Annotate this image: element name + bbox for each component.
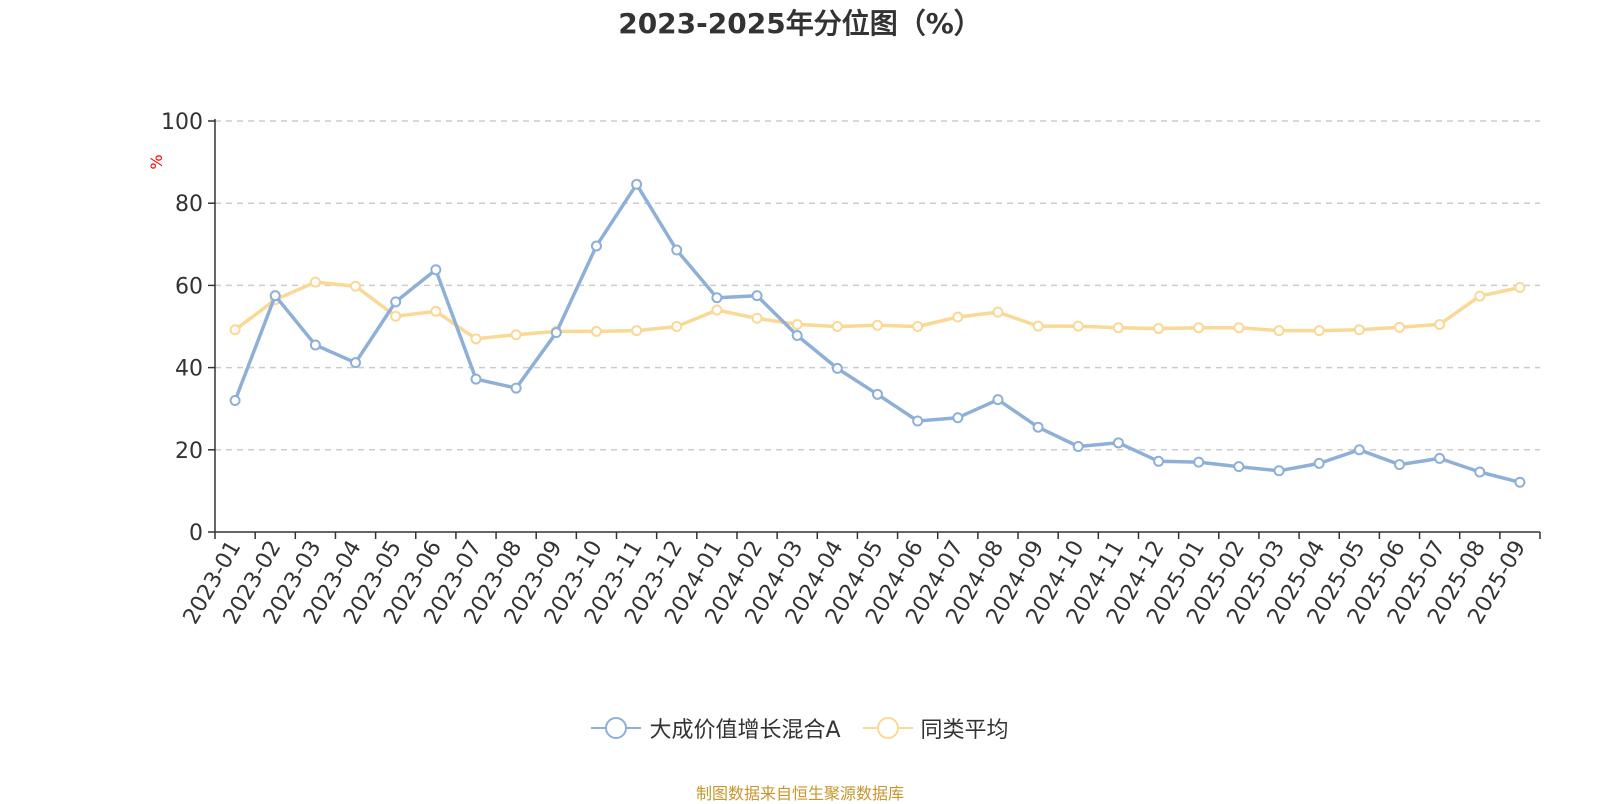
grid-lines [215, 120, 1540, 451]
data-point-series-1 [671, 244, 683, 256]
data-point-series-1 [470, 373, 482, 385]
y-tick-label: 100 [161, 110, 203, 135]
data-point-series-2 [1514, 281, 1526, 293]
data-point-series-1 [1353, 444, 1365, 456]
y-tick-label: 60 [175, 274, 203, 299]
data-point-series-2 [1474, 290, 1486, 302]
y-tick-label: 0 [189, 521, 203, 546]
data-point-series-2 [952, 311, 964, 323]
data-point-series-2 [751, 312, 763, 324]
data-point-series-1 [791, 330, 803, 342]
data-point-series-1 [831, 362, 843, 374]
y-axis-label: % [147, 154, 166, 169]
series-lines [229, 178, 1526, 488]
data-point-series-2 [1072, 320, 1084, 332]
y-tick-label: 40 [175, 357, 203, 382]
data-point-series-1 [1112, 437, 1124, 449]
data-point-series-1 [1313, 457, 1325, 469]
data-point-series-2 [390, 310, 402, 322]
data-point-series-1 [912, 415, 924, 427]
data-point-series-2 [912, 321, 924, 332]
data-point-series-2 [992, 306, 1004, 318]
data-point-series-2 [671, 321, 683, 332]
data-point-series-2 [1153, 323, 1165, 335]
data-point-series-2 [1353, 324, 1365, 336]
data-point-series-1 [1273, 465, 1285, 477]
data-point-series-1 [1514, 476, 1526, 488]
data-point-series-2 [631, 325, 643, 337]
data-point-series-1 [1233, 461, 1245, 473]
data-point-series-2 [1032, 320, 1044, 332]
series-2 [229, 276, 1526, 345]
data-point-series-1 [992, 394, 1004, 406]
data-point-series-1 [1072, 441, 1084, 453]
data-point-series-2 [711, 304, 723, 316]
legend-marker-series-1 [591, 717, 642, 739]
data-point-series-1 [350, 357, 362, 369]
data-point-series-1 [1434, 452, 1446, 464]
data-point-series-2 [1193, 322, 1205, 334]
data-point-series-1 [1474, 466, 1486, 478]
data-point-series-2 [430, 305, 442, 317]
legend-item-series-1[interactable]: 大成价值增长混合A [591, 712, 841, 744]
legend-label-series-2: 同类平均 [920, 718, 1009, 743]
legend-item-series-2[interactable]: 同类平均 [862, 712, 1009, 744]
data-point-series-2 [309, 276, 321, 288]
data-point-series-2 [1112, 322, 1124, 334]
data-point-series-2 [350, 280, 362, 292]
chart-title: 2023-2025年分位图（%） [618, 7, 982, 40]
data-point-series-2 [470, 333, 482, 345]
data-point-series-1 [590, 240, 602, 252]
legend-marker-series-2 [862, 717, 913, 739]
data-point-series-2 [1434, 318, 1446, 330]
series-line-1 [233, 182, 1522, 485]
legend: 大成价值增长混合A 同类平均 [0, 712, 1600, 744]
data-point-series-1 [751, 290, 763, 302]
source-note: 制图数据来自恒生聚源数据库 [695, 784, 904, 803]
data-point-series-2 [590, 325, 602, 337]
data-point-series-2 [872, 319, 883, 331]
data-point-series-1 [1393, 459, 1405, 471]
data-point-series-2 [1313, 325, 1325, 337]
y-tick-label: 80 [175, 192, 203, 217]
data-point-series-2 [229, 324, 241, 336]
data-point-series-2 [791, 318, 803, 330]
data-point-series-2 [831, 321, 843, 332]
data-point-series-1 [631, 178, 643, 190]
data-point-series-1 [711, 292, 723, 304]
y-tick-label: 20 [175, 439, 203, 464]
data-point-series-1 [1153, 455, 1165, 467]
data-point-series-1 [269, 290, 281, 302]
data-point-series-2 [1233, 322, 1245, 334]
legend-label-series-1: 大成价值增长混合A [649, 718, 841, 743]
data-point-series-2 [1273, 325, 1285, 337]
data-point-series-1 [872, 388, 883, 400]
data-point-series-2 [1393, 321, 1405, 333]
axes [208, 119, 1541, 539]
data-point-series-1 [550, 327, 562, 339]
data-point-series-1 [1032, 421, 1044, 433]
data-point-series-1 [1193, 456, 1205, 468]
data-point-series-1 [952, 412, 964, 424]
data-point-series-1 [510, 382, 522, 394]
data-point-series-1 [309, 339, 321, 351]
line-chart: 020406080100%2023-012023-022023-032023-0… [147, 110, 1541, 629]
data-point-series-1 [390, 296, 402, 308]
data-point-series-1 [229, 394, 241, 406]
data-point-series-2 [510, 329, 522, 341]
series-1 [229, 178, 1526, 488]
data-point-series-1 [430, 264, 442, 276]
